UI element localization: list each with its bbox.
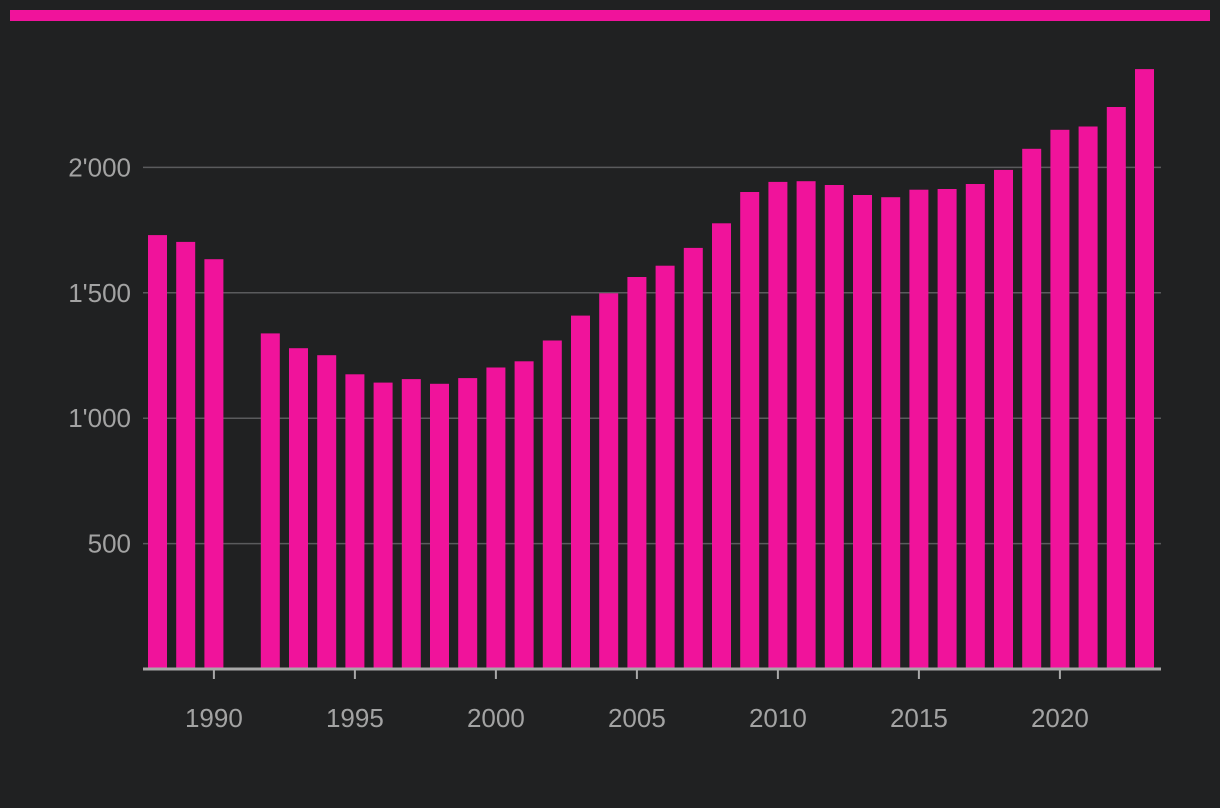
bar-2023 [1135,69,1154,670]
bar-2004 [599,293,619,669]
bar-2002 [542,340,562,669]
bar-2019 [1022,148,1042,670]
bar-1995 [345,374,365,669]
y-tick-label: 1'000 [68,403,131,433]
bar-1988 [148,235,167,669]
x-tick-label: 2015 [890,703,948,733]
bar-1999 [458,378,478,669]
bar-2014 [881,197,901,669]
x-tick-label: 2020 [1031,703,1089,733]
bar-2008 [712,223,731,670]
bar-2013 [853,195,872,669]
bar-1990 [204,259,224,669]
bar-2017 [965,184,985,669]
bar-1994 [317,355,337,669]
bar-2022 [1106,107,1126,669]
x-tick-label: 2000 [467,703,525,733]
x-tick-label: 2005 [608,703,666,733]
accent-bar [10,10,1210,21]
bar-2009 [740,192,760,669]
bar-2007 [683,247,703,669]
bar-2005 [627,277,647,669]
bar-1992 [260,333,280,669]
bar-2000 [486,367,506,669]
y-tick-label: 500 [88,529,131,559]
bar-1998 [430,383,449,669]
bar-2015 [909,189,929,669]
bar-2003 [571,315,590,669]
y-tick-label: 1'500 [68,278,131,308]
x-axis [143,667,1161,679]
bar-2016 [937,189,957,669]
gridlines [143,166,1161,545]
bar-2021 [1078,126,1098,669]
bar-2018 [994,169,1013,669]
x-tick-label: 1990 [185,703,243,733]
bar-1996 [373,382,393,669]
bars [148,69,1154,670]
bar-2012 [824,185,844,669]
bar-1997 [401,379,421,669]
bar-1993 [289,348,308,669]
bar-2010 [768,181,788,669]
bar-2020 [1050,129,1070,670]
x-tick-label: 2010 [749,703,807,733]
bar-1989 [176,241,196,669]
x-tick-labels: 1990 1995 2000 2005 2010 2015 2020 [185,703,1089,733]
y-tick-labels: 500 1'000 1'500 2'000 [68,152,131,558]
bar-2006 [655,265,675,669]
y-tick-label: 2'000 [68,152,131,182]
bar-2001 [514,361,534,669]
x-tick-label: 1995 [326,703,384,733]
bar-2011 [796,181,816,669]
